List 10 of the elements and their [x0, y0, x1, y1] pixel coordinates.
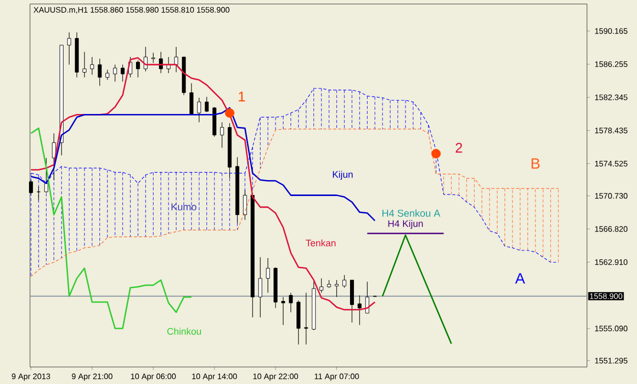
series-label: Kijun: [332, 170, 353, 180]
annotation: H4 Senkou A: [382, 209, 440, 217]
annotation: 2: [456, 142, 462, 153]
annotation: Kumo: [172, 203, 196, 210]
series-label: Tenkan: [306, 239, 336, 246]
series-label: Chinkou: [167, 328, 201, 335]
series-label: A: [515, 273, 526, 284]
annotation: 1: [238, 92, 245, 102]
series-label: H4 Kijun: [388, 220, 423, 229]
series-label: B: [532, 158, 540, 169]
